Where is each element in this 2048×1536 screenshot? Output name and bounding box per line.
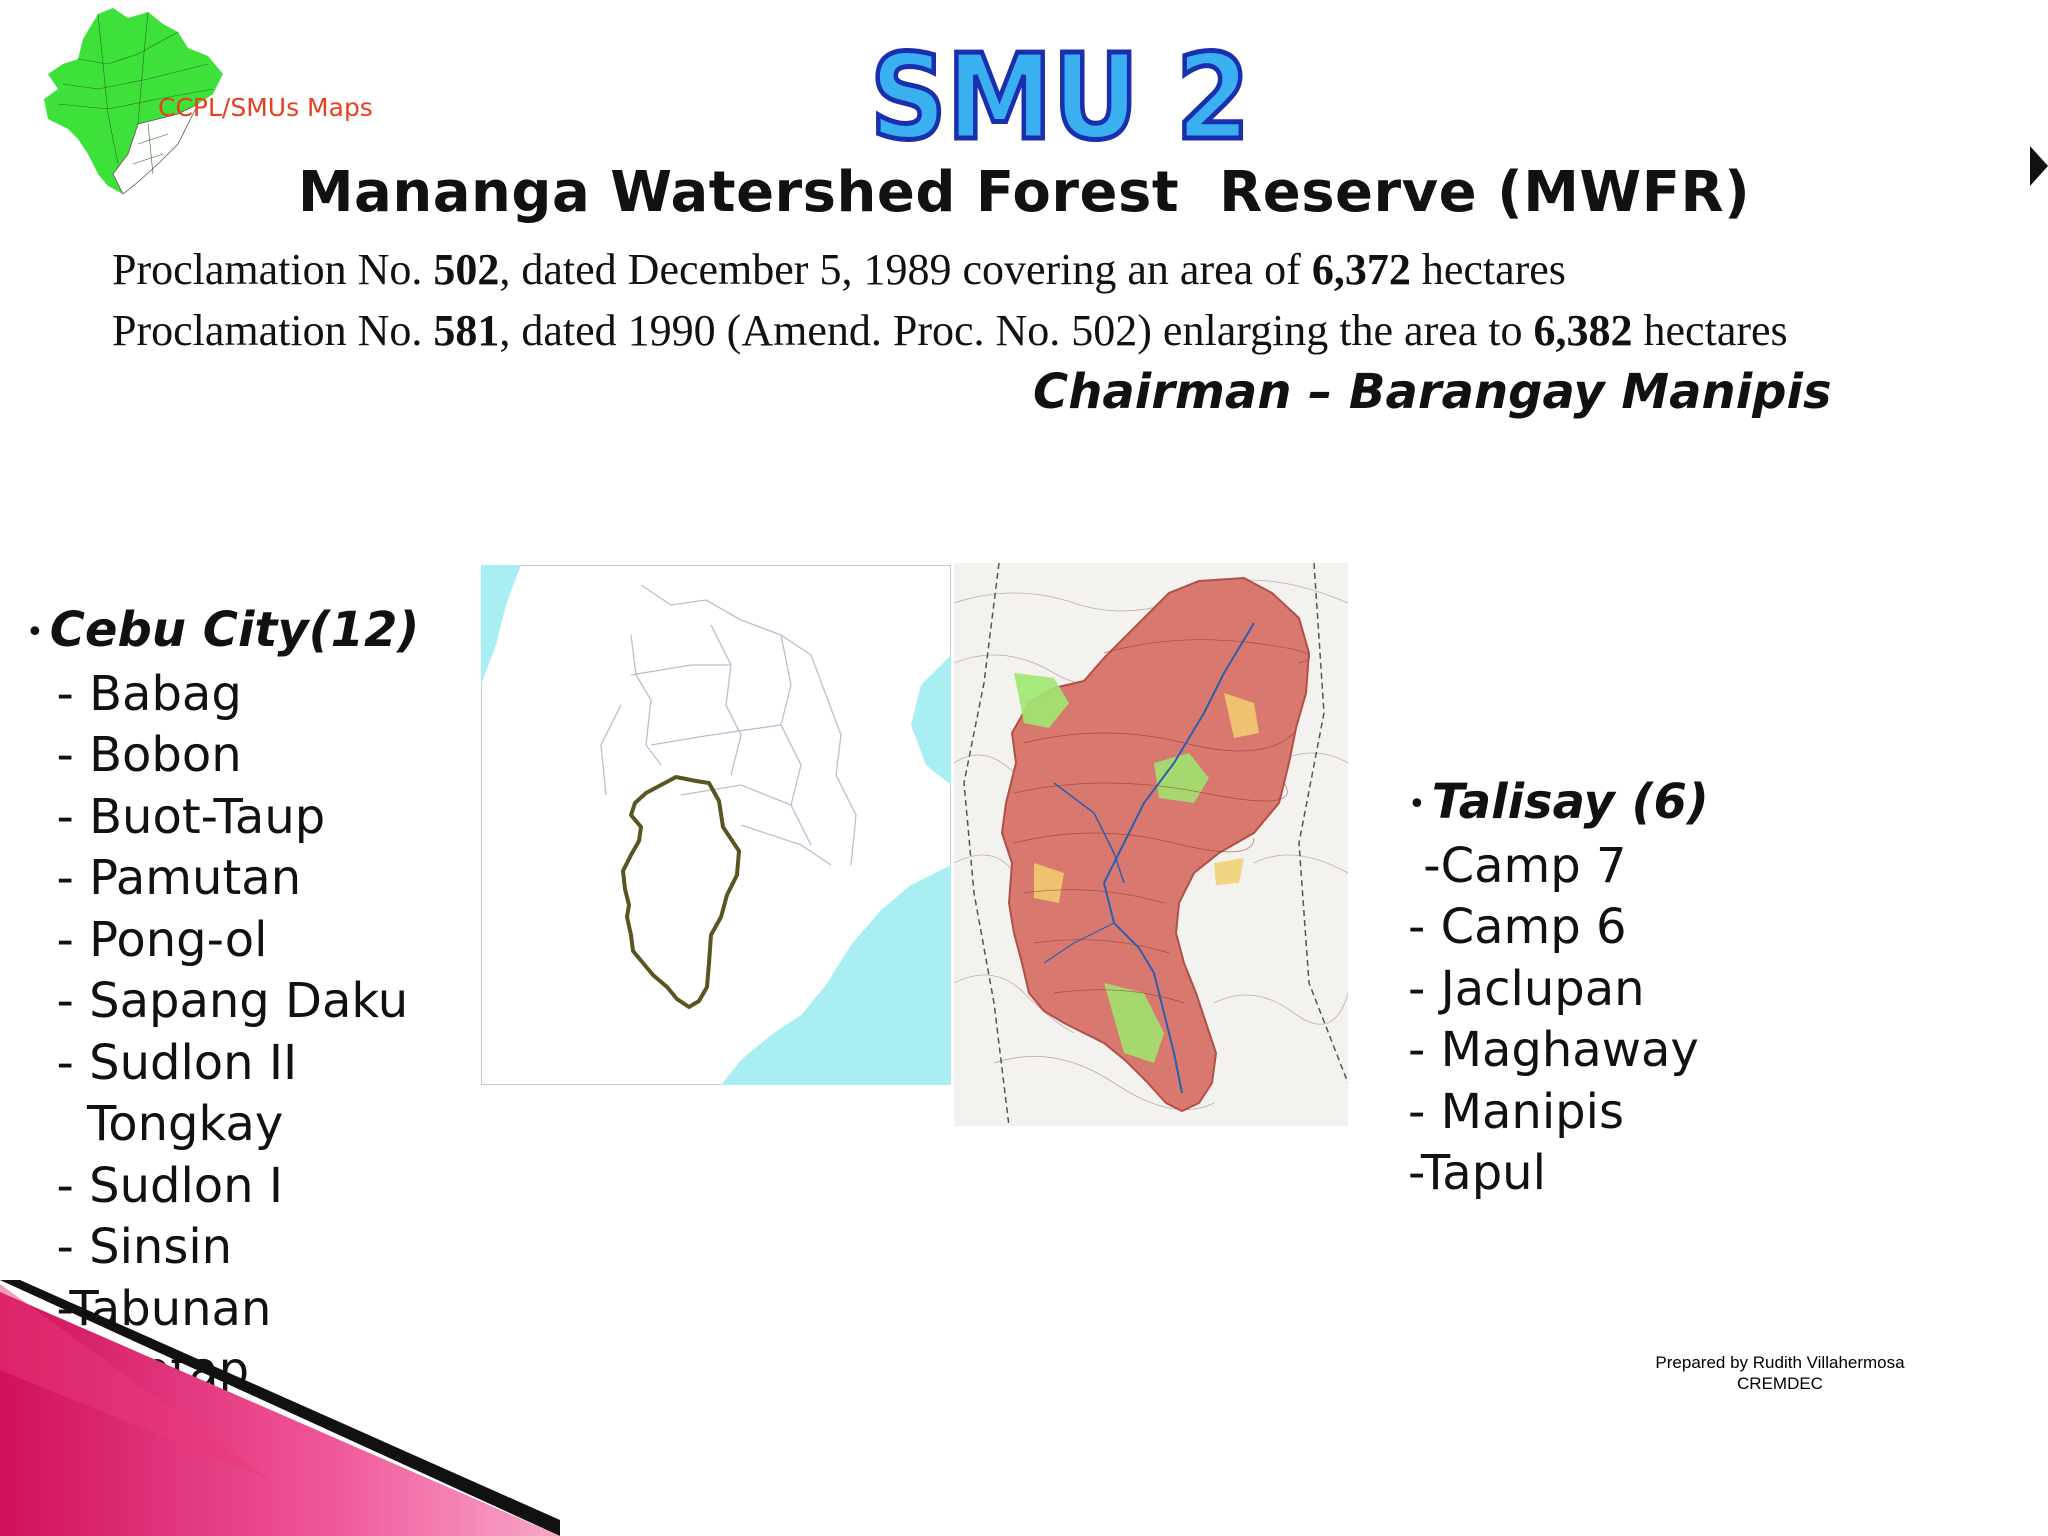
organization-line: CREMDEC — [1737, 1374, 1823, 1393]
bullet-icon: • — [1408, 787, 1426, 823]
barangay-item: -Tapul — [1408, 1145, 1546, 1202]
page-title: Mananga Watershed Forest Reserve (MWFR) — [0, 160, 2048, 225]
author-line: Prepared by Rudith Villahermosa — [1655, 1353, 1905, 1372]
barangay-item: - Manipis — [1408, 1083, 1624, 1140]
smu-2-wordart: SMU 2 — [868, 28, 1253, 158]
location-map — [481, 565, 951, 1085]
barangay-item: - Buot-Taup — [26, 788, 326, 845]
logo-label: CCPL/SMUs Maps — [158, 93, 373, 122]
barangay-item: - Sinsin — [26, 1219, 233, 1276]
barangay-item: - Sudlon II — [26, 1034, 298, 1091]
watershed-elevation-map — [954, 563, 1348, 1126]
chairman-line: Chairman – Barangay Manipis — [1033, 364, 1832, 420]
proclamation-line-2: Proclamation No. 581, dated 1990 (Amend.… — [112, 306, 1788, 355]
barangay-item: - Sudlon I — [26, 1157, 283, 1214]
proclamation-number: 581 — [433, 306, 500, 355]
barangay-item: - Camp 6 — [1408, 899, 1627, 956]
barangay-item: - Pamutan — [26, 850, 302, 907]
proclamation-area: 6,372 — [1311, 245, 1411, 294]
proclamation-area: 6,382 — [1533, 306, 1633, 355]
cebu-city-heading: • Cebu City(12) — [26, 602, 420, 658]
barangay-item: - Bobon — [26, 727, 242, 784]
bullet-icon: • — [26, 615, 44, 651]
title-main: Mananga Watershed Forest — [297, 160, 1180, 225]
talisay-barangay-list: • Talisay (6) -Camp 7- Camp 6- Jaclupan - … — [1408, 772, 1709, 1205]
barangay-item: - Jaclupan — [1408, 960, 1645, 1017]
proclamation-line-1: Proclamation No. 502, dated December 5, … — [112, 245, 1566, 294]
proclamation-number: 502 — [433, 245, 500, 294]
title-suffix: Reserve (MWFR) — [1219, 160, 1751, 225]
next-arrow-icon — [2030, 146, 2048, 186]
barangay-item: Tongkay — [26, 1096, 284, 1153]
barangay-item: -Tabunan — [26, 1280, 272, 1337]
barangay-item: - Pong-ol — [26, 911, 268, 968]
barangay-item: - Sapang Daku — [26, 973, 409, 1030]
barangay-item: - Maghaway — [1408, 1022, 1699, 1079]
prepared-by-credit: Prepared by Rudith Villahermosa CREMDEC — [1600, 1352, 1960, 1394]
pink-corner-decoration — [0, 1280, 560, 1536]
barangay-item: -Camp 7 — [1408, 837, 1627, 894]
talisay-heading: • Talisay (6) — [1408, 774, 1709, 830]
barangay-item: - Babag — [26, 665, 242, 722]
wordart-text: SMU 2 — [870, 28, 1250, 158]
cebu-province-map-logo — [44, 8, 223, 194]
